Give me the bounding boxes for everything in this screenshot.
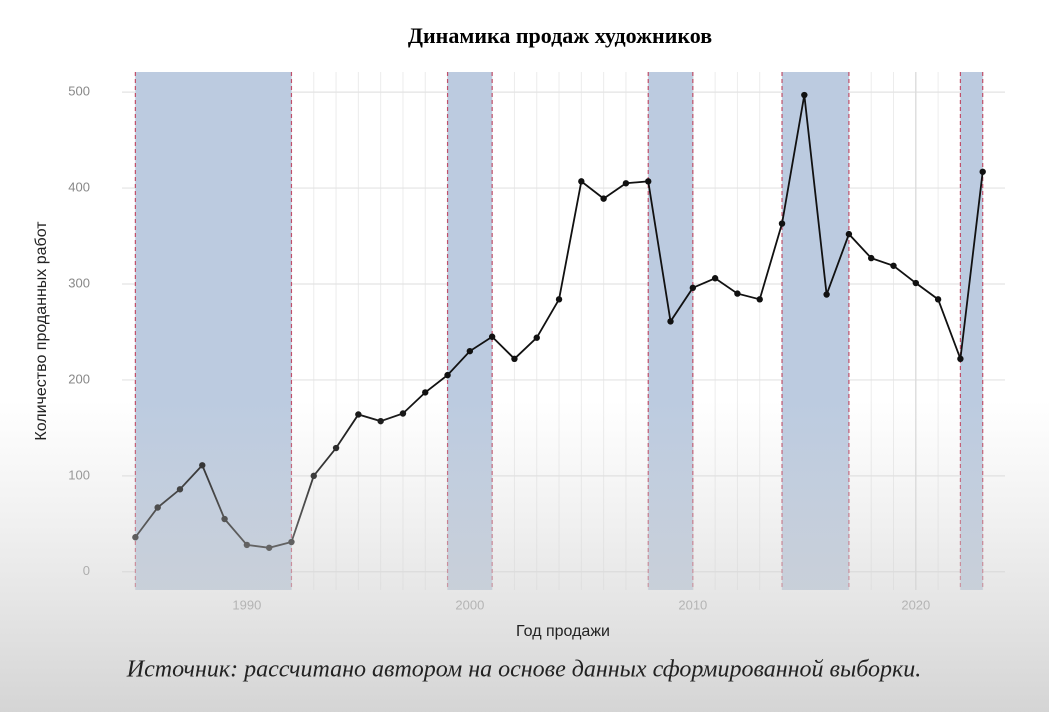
data-point xyxy=(221,515,228,523)
data-point xyxy=(823,291,830,298)
data-point xyxy=(511,355,518,363)
data-point xyxy=(734,290,741,297)
data-point xyxy=(934,296,942,303)
data-point xyxy=(667,318,674,325)
data-point xyxy=(176,486,184,493)
data-point xyxy=(199,462,206,469)
data-point xyxy=(801,91,808,99)
shaded-period xyxy=(782,72,849,590)
data-point xyxy=(912,279,920,287)
data-point xyxy=(645,178,652,185)
y-tick-label: 100 xyxy=(68,467,90,482)
data-point xyxy=(845,230,853,238)
x-tick-label: 2020 xyxy=(901,597,930,612)
data-point xyxy=(711,275,719,282)
chart-title: Динамика продаж художников xyxy=(408,23,712,48)
x-axis-label: Год продажи xyxy=(516,623,610,640)
data-point xyxy=(890,262,897,269)
data-point xyxy=(310,472,317,480)
x-tick-label: 1990 xyxy=(232,597,261,612)
shaded-period xyxy=(135,72,292,590)
plot-area: 0 100 200 300 400 500 1990 2000 2010 2020 xyxy=(68,72,1005,612)
data-point xyxy=(332,444,340,452)
data-point xyxy=(399,410,407,417)
data-point xyxy=(533,334,540,341)
data-point xyxy=(355,411,362,418)
x-tick-label: 2000 xyxy=(455,597,484,612)
y-tick-label: 300 xyxy=(68,275,90,290)
data-point xyxy=(622,180,630,187)
data-point xyxy=(957,355,964,363)
y-tick-label: 0 xyxy=(83,563,90,578)
data-point xyxy=(243,541,251,549)
data-point xyxy=(444,371,451,379)
y-axis-label: Количество проданных работ xyxy=(33,221,50,441)
data-point xyxy=(466,347,474,355)
y-tick-label: 200 xyxy=(68,371,90,386)
data-point xyxy=(868,254,875,262)
source-note: Источник: рассчитано автором на основе д… xyxy=(126,657,921,683)
data-point xyxy=(600,195,607,202)
data-point xyxy=(578,178,585,185)
shaded-period xyxy=(447,72,493,590)
data-point xyxy=(689,284,697,292)
data-point xyxy=(756,296,763,303)
data-point xyxy=(488,333,496,340)
data-point xyxy=(422,389,429,396)
data-point xyxy=(778,220,786,227)
y-tick-label: 500 xyxy=(68,84,90,99)
data-point xyxy=(132,534,139,541)
data-point xyxy=(154,504,161,511)
shaded-period xyxy=(648,72,693,590)
data-point xyxy=(377,417,384,425)
data-point xyxy=(265,544,273,551)
x-tick-label: 2010 xyxy=(678,597,707,612)
data-point xyxy=(555,296,563,303)
data-point xyxy=(288,538,295,546)
y-tick-label: 400 xyxy=(68,180,90,195)
data-point xyxy=(979,168,986,175)
